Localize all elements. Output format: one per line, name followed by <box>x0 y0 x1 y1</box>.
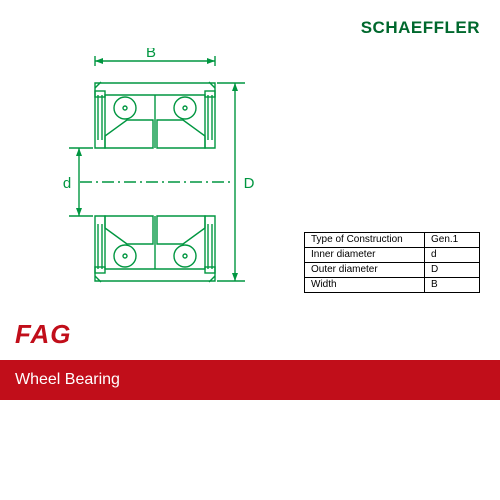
content-area: SCHAEFFLER B <box>0 0 500 360</box>
brand-fag: FAG <box>15 319 71 350</box>
table-cell: D <box>425 263 480 278</box>
table-cell: B <box>425 278 480 293</box>
table-cell: Type of Construction <box>305 233 425 248</box>
product-title: Wheel Bearing <box>15 371 120 389</box>
table-row: Outer diameterD <box>305 263 480 278</box>
table-cell: d <box>425 248 480 263</box>
table-cell: Width <box>305 278 425 293</box>
label-B: B <box>146 48 156 61</box>
label-D: D <box>244 175 255 192</box>
title-bar: Wheel Bearing <box>0 360 500 400</box>
brand-schaeffler: SCHAEFFLER <box>361 18 480 38</box>
table-cell: Outer diameter <box>305 263 425 278</box>
bearing-diagram: B <box>35 48 265 318</box>
table-row: Inner diameterd <box>305 248 480 263</box>
blank-area <box>0 400 500 500</box>
table-cell: Inner diameter <box>305 248 425 263</box>
label-d: d <box>63 175 71 192</box>
spec-table: Type of ConstructionGen.1Inner diameterd… <box>304 232 480 293</box>
table-row: Type of ConstructionGen.1 <box>305 233 480 248</box>
table-cell: Gen.1 <box>425 233 480 248</box>
table-row: WidthB <box>305 278 480 293</box>
